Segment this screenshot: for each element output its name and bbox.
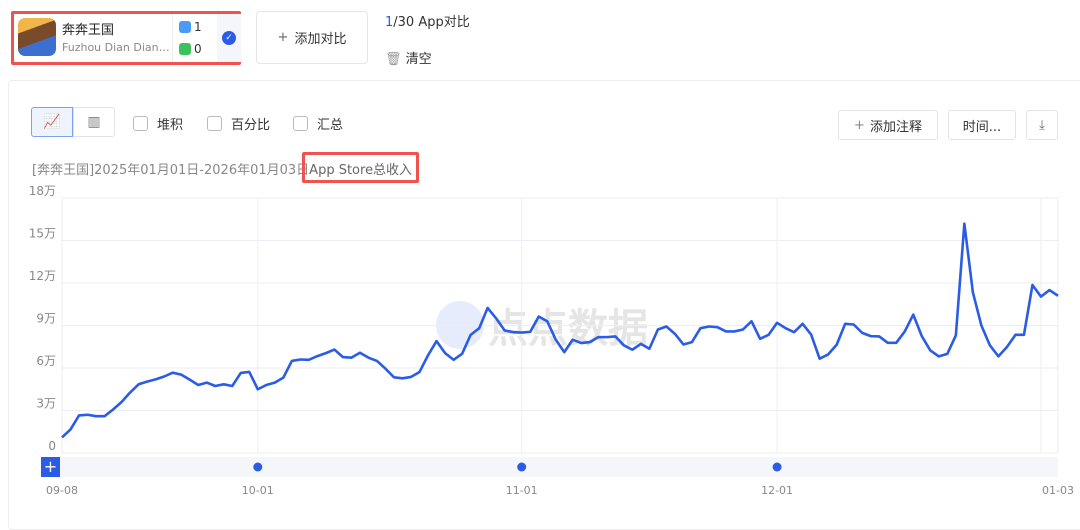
app-name: 奔奔王国 xyxy=(62,23,115,38)
selected-app-card[interactable]: 奔奔王国 Fuzhou Dian Dian Interactive 1 0 ✓ xyxy=(11,11,241,65)
percent-checkbox[interactable]: 百分比 xyxy=(207,114,270,133)
summary-label: 汇总 xyxy=(317,118,344,133)
percent-label: 百分比 xyxy=(231,118,271,133)
watermark: 点点数据 xyxy=(436,296,648,354)
stack-checkbox[interactable]: 堆积 xyxy=(133,114,183,133)
checkbox-box xyxy=(293,116,308,131)
download-icon: ⤓ xyxy=(1039,117,1045,133)
divider xyxy=(172,14,173,62)
trash-icon: 🗑 xyxy=(385,52,402,67)
time-label: 时间... xyxy=(962,119,1002,135)
checkbox-box xyxy=(207,116,222,131)
app-store-icon xyxy=(179,21,191,33)
chart-title-range: [奔奔王国]2025年01月01日-2026年01月03日 xyxy=(32,163,310,178)
add-compare-label: 添加对比 xyxy=(294,32,347,47)
ios-count: 1 xyxy=(179,20,202,34)
bar-chart-icon: ▥ xyxy=(87,114,101,130)
watermark-logo xyxy=(436,301,484,349)
clear-label: 清空 xyxy=(405,52,432,67)
clear-button[interactable]: 🗑 清空 xyxy=(385,48,432,67)
watermark-text: 点点数据 xyxy=(488,306,648,352)
line-chart-icon: 📈 xyxy=(43,114,61,130)
compare-count: 1/30 App对比 xyxy=(385,11,470,30)
stack-label: 堆积 xyxy=(157,118,184,133)
time-button[interactable]: 时间... xyxy=(948,110,1016,140)
checkbox-box xyxy=(133,116,148,131)
chart-title-metric: App Store总收入 xyxy=(309,163,413,178)
compare-count-total: /30 App对比 xyxy=(393,15,470,30)
bar-chart-toggle[interactable]: ▥ xyxy=(73,107,115,137)
download-button[interactable]: ⤓ xyxy=(1026,110,1058,140)
app-developer: Fuzhou Dian Dian Interactive xyxy=(62,41,172,54)
add-note-button[interactable]: + 添加注释 xyxy=(838,110,938,140)
plus-icon: + xyxy=(277,30,289,45)
chart-title: [奔奔王国]2025年01月01日-2026年01月03日App Store总收… xyxy=(32,159,412,178)
android-count: 0 xyxy=(179,42,202,56)
add-compare-button[interactable]: + 添加对比 xyxy=(256,11,368,64)
compare-count-current: 1 xyxy=(385,15,394,30)
select-toggle[interactable]: ✓ xyxy=(217,14,241,62)
line-chart-toggle[interactable]: 📈 xyxy=(31,107,73,137)
summary-checkbox[interactable]: 汇总 xyxy=(293,114,343,133)
ios-count-value: 1 xyxy=(194,20,202,34)
plus-icon: + xyxy=(854,117,865,133)
app-icon xyxy=(18,18,56,56)
add-note-label: 添加注释 xyxy=(869,119,922,135)
highlight-box xyxy=(302,152,419,183)
android-count-value: 0 xyxy=(194,42,202,56)
check-icon: ✓ xyxy=(222,31,236,45)
android-icon xyxy=(179,43,191,55)
